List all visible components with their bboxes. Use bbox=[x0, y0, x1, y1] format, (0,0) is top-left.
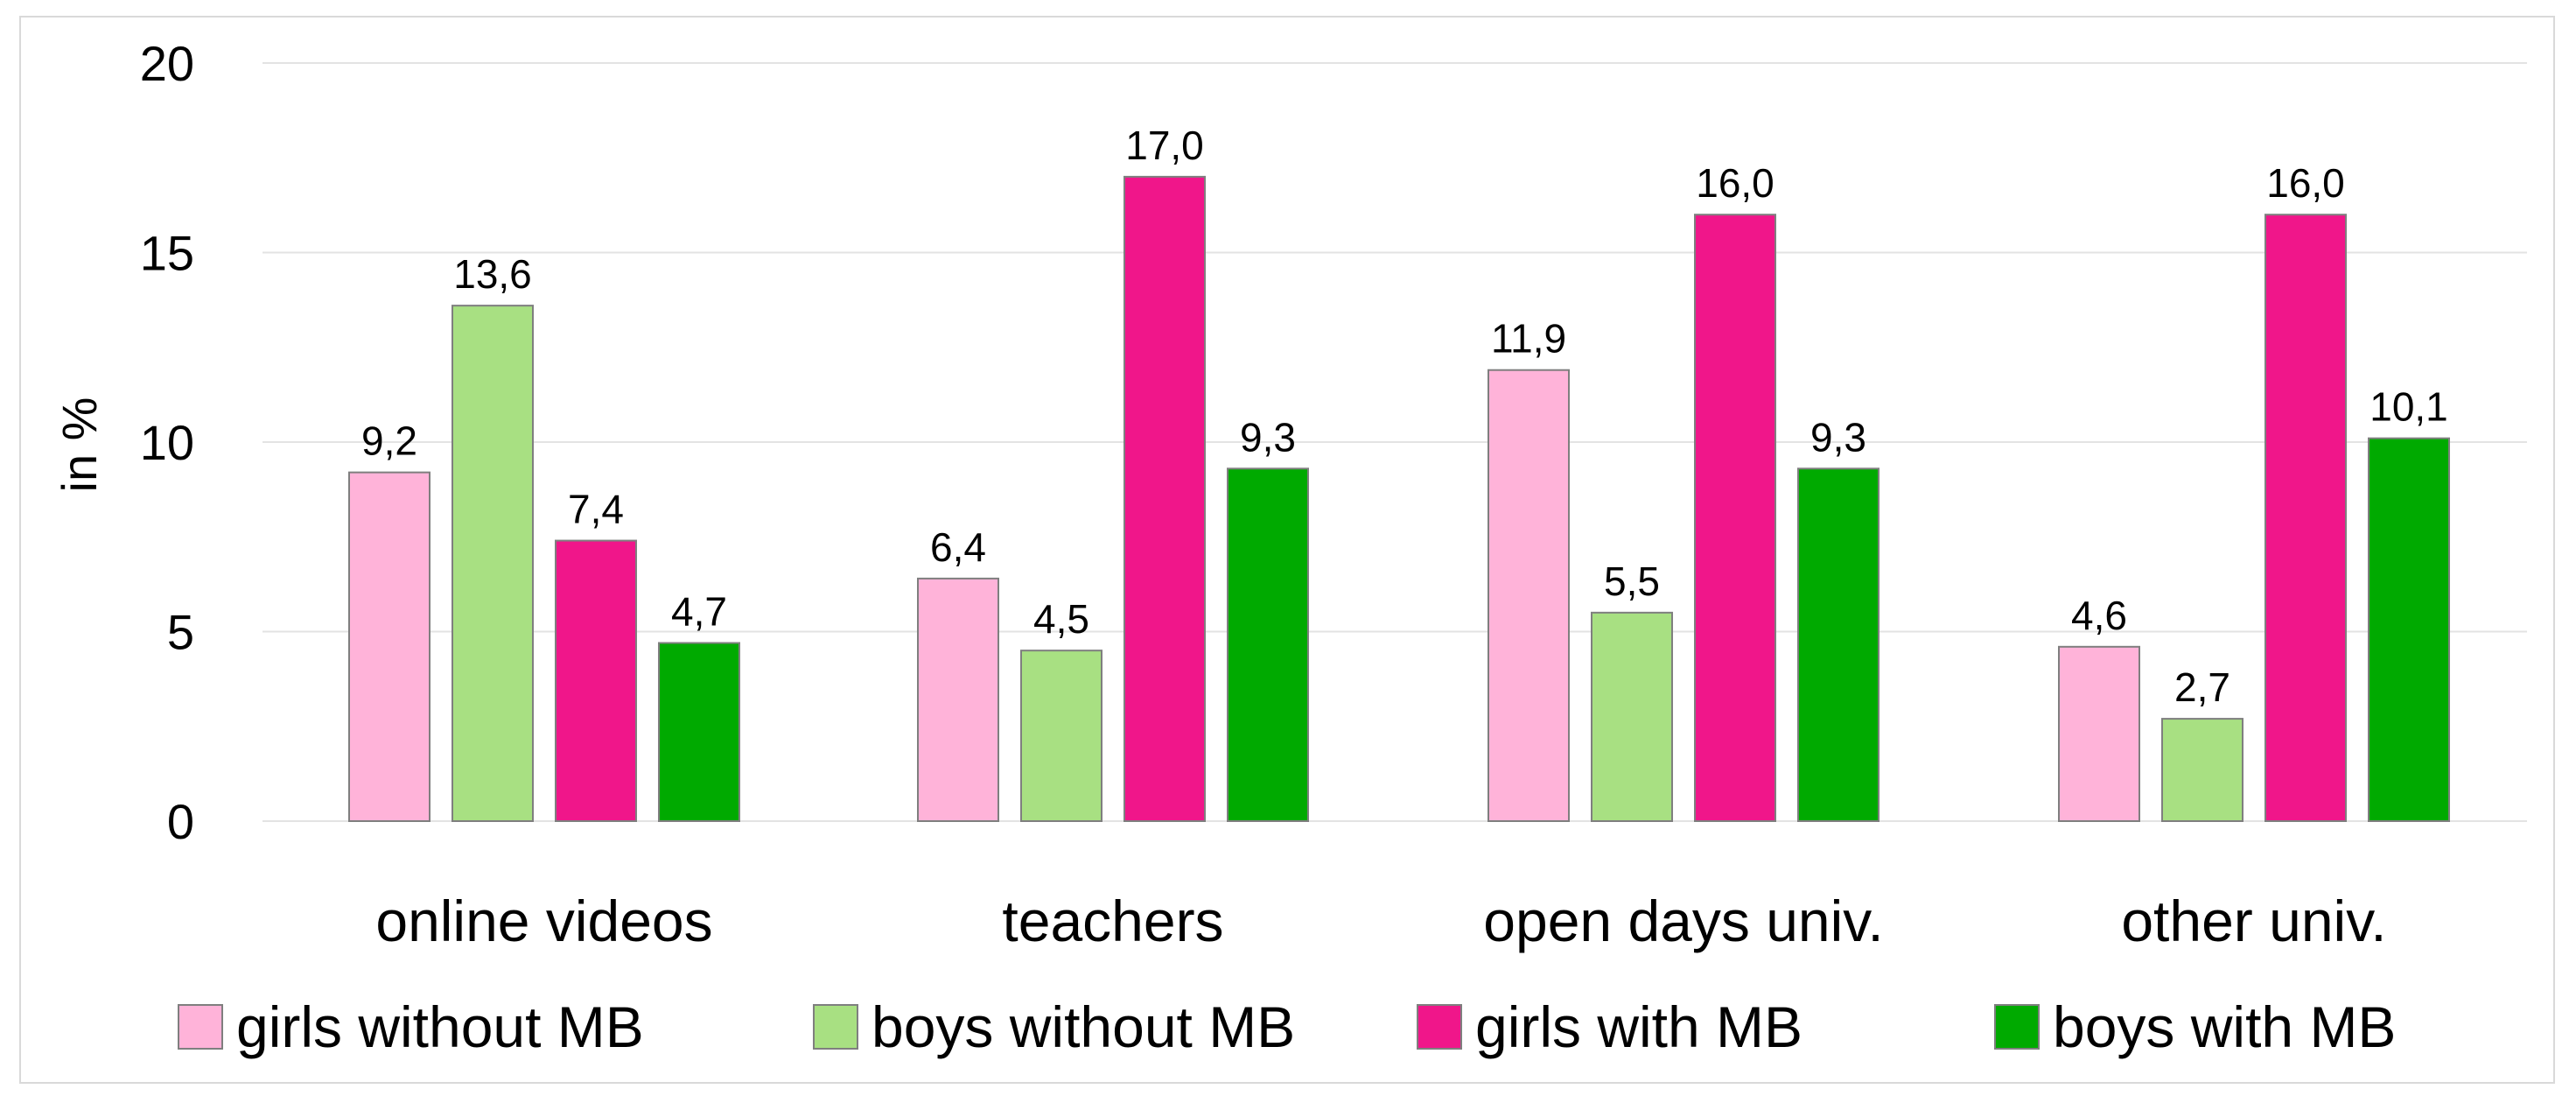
data-label: 9,2 bbox=[361, 418, 417, 464]
y-tick-label: 10 bbox=[140, 415, 194, 470]
data-label: 11,9 bbox=[1491, 316, 1566, 362]
y-tick-label: 5 bbox=[167, 605, 194, 660]
bar bbox=[1694, 214, 1776, 822]
bar bbox=[658, 642, 740, 822]
bar bbox=[2368, 437, 2450, 822]
data-labels: 9,2 13,6 7,4 4,7 6,4 4,5 17,0 9,3 11,9 5,5 16,0 9,3… bbox=[361, 123, 2448, 710]
legend-swatch bbox=[1994, 1004, 2040, 1050]
legend-label: boys with MB bbox=[2053, 994, 2396, 1059]
legend: girls without MB boys without MB girls wit… bbox=[178, 994, 2396, 1059]
data-label: 4,5 bbox=[1033, 596, 1089, 642]
y-axis-title: in % bbox=[52, 397, 107, 493]
data-label: 16,0 bbox=[2266, 160, 2345, 206]
bar bbox=[1020, 650, 1102, 823]
data-label: 7,4 bbox=[568, 487, 624, 532]
bar bbox=[1591, 611, 1673, 822]
bar bbox=[1488, 369, 1570, 823]
bar bbox=[348, 471, 430, 822]
category-label: teachers bbox=[1002, 889, 1223, 953]
bar bbox=[917, 577, 999, 822]
bar bbox=[1797, 467, 1880, 822]
data-label: 10,1 bbox=[2370, 384, 2448, 430]
category-label: open days univ. bbox=[1483, 889, 1883, 953]
data-label: 4,6 bbox=[2071, 593, 2127, 638]
bar bbox=[2058, 645, 2140, 822]
category-label: other univ. bbox=[2121, 889, 2386, 953]
legend-swatch bbox=[1417, 1004, 1462, 1050]
data-label: 13,6 bbox=[453, 251, 532, 297]
data-label: 9,3 bbox=[1240, 414, 1296, 460]
legend-swatch bbox=[178, 1004, 223, 1050]
data-label: 2,7 bbox=[2174, 664, 2230, 710]
bar bbox=[452, 305, 534, 822]
bar bbox=[2161, 718, 2244, 823]
bar bbox=[555, 539, 637, 823]
data-label: 16,0 bbox=[1696, 160, 1774, 206]
category-label: online videos bbox=[375, 889, 712, 953]
y-tick-label: 0 bbox=[167, 794, 194, 849]
legend-label: girls without MB bbox=[236, 994, 644, 1059]
gridlines bbox=[262, 62, 2527, 822]
legend-label: girls with MB bbox=[1475, 994, 1802, 1059]
bar bbox=[2264, 214, 2347, 822]
bars bbox=[348, 175, 2450, 823]
data-label: 6,4 bbox=[930, 524, 986, 570]
x-axis-categories: online videos teachers open days univ. othe… bbox=[375, 889, 2386, 953]
data-label: 5,5 bbox=[1604, 559, 1660, 604]
bar bbox=[1124, 175, 1206, 822]
y-tick-label: 20 bbox=[140, 36, 194, 91]
y-tick-label: 15 bbox=[140, 226, 194, 281]
bar bbox=[1227, 467, 1309, 822]
legend-label: boys without MB bbox=[872, 994, 1295, 1059]
data-label: 9,3 bbox=[1810, 414, 1866, 460]
data-label: 17,0 bbox=[1125, 123, 1204, 168]
legend-swatch bbox=[813, 1004, 858, 1050]
y-axis-ticks: 0 5 10 15 20 bbox=[140, 36, 194, 849]
data-label: 4,7 bbox=[671, 588, 727, 634]
